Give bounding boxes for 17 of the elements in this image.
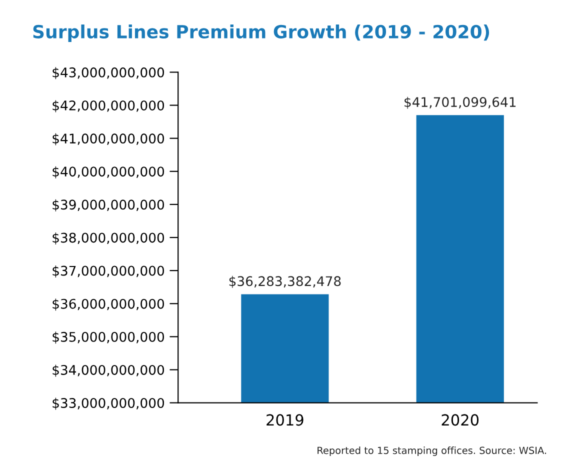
- y-tick-label: $39,000,000,000: [52, 199, 164, 212]
- y-tick-label: $34,000,000,000: [52, 364, 164, 377]
- y-tick-label: $42,000,000,000: [52, 100, 164, 112]
- x-tick-label: 2019: [266, 414, 304, 426]
- y-tick-label: $40,000,000,000: [52, 166, 164, 178]
- text: Reported to 15 stamping offices. Source: WSIA.: [318, 446, 546, 456]
- y-tick-label: $41,000,000,000: [52, 133, 164, 146]
- y-tick-label: $43,000,000,000: [52, 67, 164, 80]
- y-tick-label: $33,000,000,000: [52, 398, 164, 410]
- chart-title: Surplus Lines Premium Growth (2019 - 2020): [33, 24, 490, 42]
- y-tick-label: $38,000,000,000: [52, 232, 164, 244]
- x-tick-label: 2020: [442, 414, 479, 426]
- y-tick-label: $37,000,000,000: [52, 266, 164, 278]
- y-tick-label: $35,000,000,000: [52, 332, 164, 344]
- y-tick-label: $36,000,000,000: [52, 298, 164, 311]
- data-label: $41,701,099,641: [404, 96, 516, 109]
- data-label: $36,283,382,478: [229, 276, 341, 288]
